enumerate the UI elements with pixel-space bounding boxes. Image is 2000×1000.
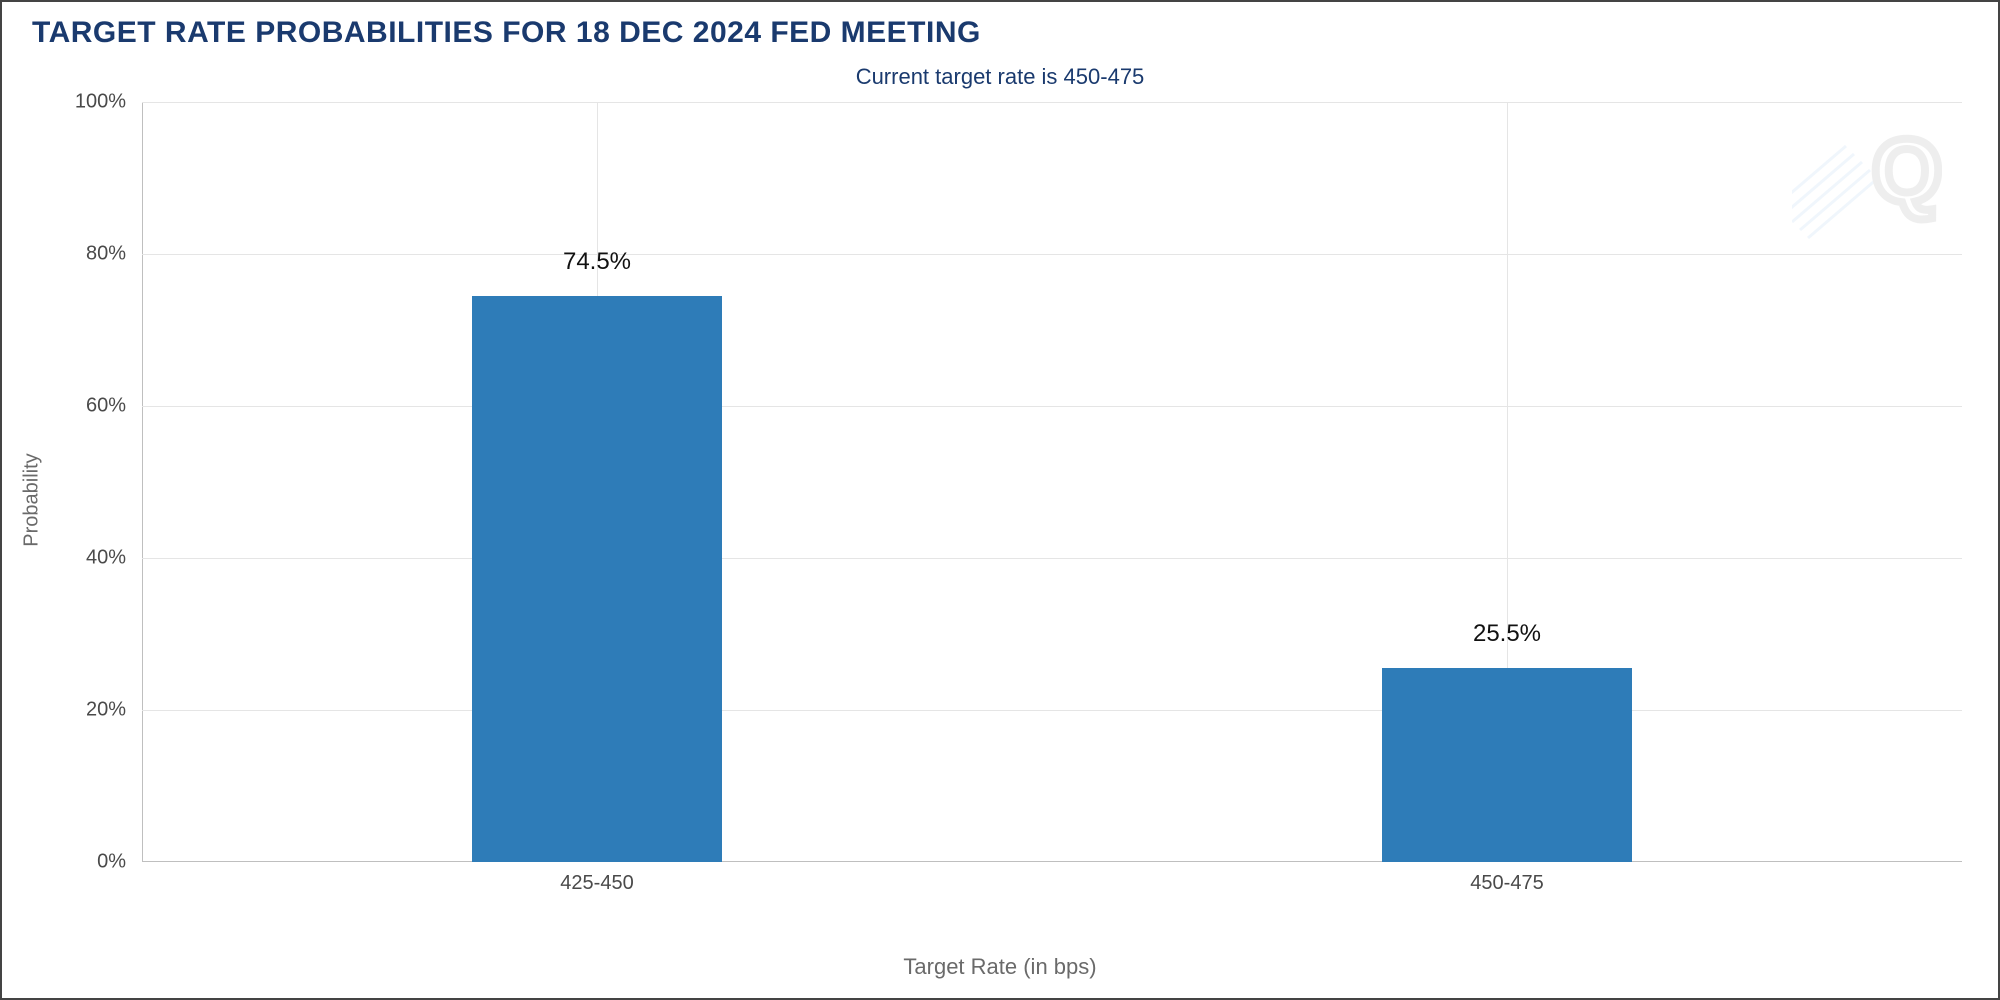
gridline — [142, 406, 1962, 407]
y-tick-label: 80% — [6, 243, 126, 266]
chart-subtitle: Current target rate is 450-475 — [2, 64, 1998, 90]
chart-title: TARGET RATE PROBABILITIES FOR 18 DEC 202… — [32, 16, 981, 50]
watermark-icon: Q — [1792, 112, 1942, 247]
chart-frame: TARGET RATE PROBABILITIES FOR 18 DEC 202… — [0, 0, 2000, 1000]
bar — [472, 296, 722, 862]
gridline — [142, 102, 1962, 103]
y-tick-label: 0% — [6, 851, 126, 874]
y-axis-line — [142, 102, 143, 862]
y-tick-label: 20% — [6, 699, 126, 722]
y-tick-label: 100% — [6, 91, 126, 114]
y-axis-label: Probability — [21, 453, 44, 546]
bar — [1382, 668, 1632, 862]
svg-text:Q: Q — [1872, 122, 1942, 222]
x-axis-label: Target Rate (in bps) — [2, 954, 1998, 980]
plot-area: Q 74.5% 25.5% — [142, 102, 1962, 862]
gridline — [142, 254, 1962, 255]
bar-value-label: 74.5% — [563, 248, 631, 276]
x-axis-line — [142, 861, 1962, 862]
y-tick-label: 40% — [6, 547, 126, 570]
gridline — [142, 710, 1962, 711]
y-tick-label: 60% — [6, 395, 126, 418]
gridline — [142, 558, 1962, 559]
x-tick-label: 425-450 — [560, 872, 633, 895]
x-tick-label: 450-475 — [1470, 872, 1543, 895]
bar-value-label: 25.5% — [1473, 620, 1541, 648]
